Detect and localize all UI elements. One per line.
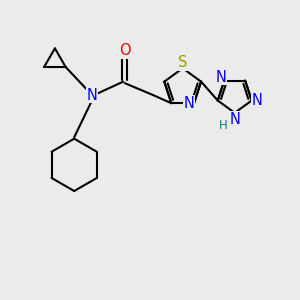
- Text: N: N: [87, 88, 98, 103]
- Text: O: O: [119, 43, 130, 58]
- Text: N: N: [183, 96, 194, 111]
- Text: N: N: [215, 70, 226, 85]
- Text: S: S: [178, 56, 188, 70]
- Text: N: N: [229, 112, 240, 127]
- Text: H: H: [219, 119, 228, 132]
- Text: N: N: [252, 93, 262, 108]
